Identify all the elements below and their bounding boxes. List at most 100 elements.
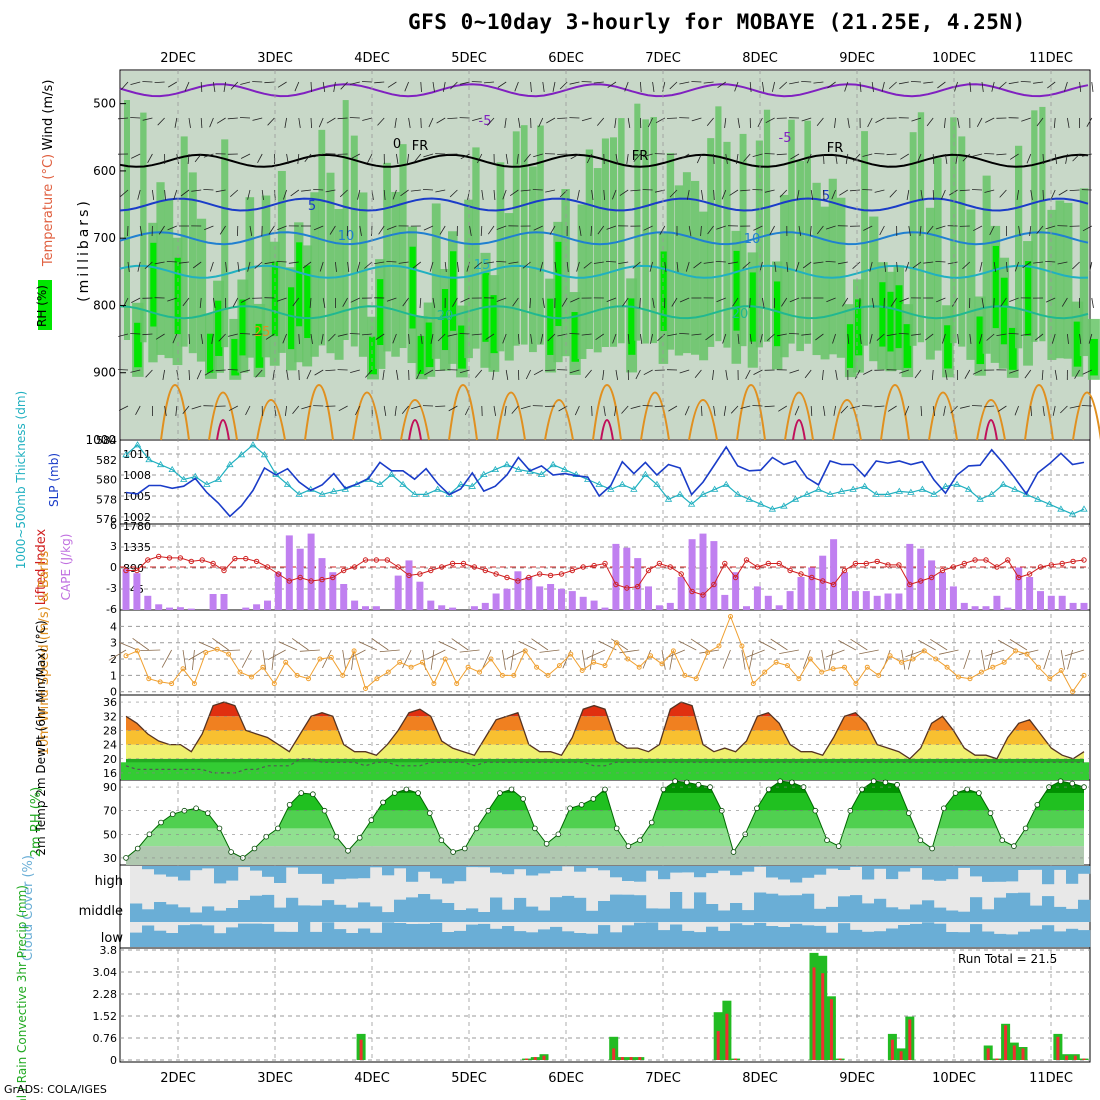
cloud-cell xyxy=(166,933,179,947)
thickness-marker xyxy=(641,470,650,477)
thickness-marker xyxy=(283,480,292,487)
cloud-cell xyxy=(982,931,995,947)
wind10-marker xyxy=(625,656,631,662)
wind-barb xyxy=(729,189,739,196)
wind-barb xyxy=(676,261,679,272)
cape-bar xyxy=(949,586,957,610)
rh-marker xyxy=(835,843,842,849)
cape-bar xyxy=(220,594,228,610)
cloud-cell xyxy=(490,928,503,947)
wind-barb xyxy=(849,189,861,192)
wind-barb xyxy=(723,405,727,416)
li-marker xyxy=(384,557,390,563)
cape-bar xyxy=(318,558,326,610)
rh-marker xyxy=(1011,843,1017,849)
rh-band-moist xyxy=(271,261,279,337)
rh-band-moist xyxy=(255,323,264,368)
cloud-cell xyxy=(670,866,683,873)
wind-barb xyxy=(176,369,179,380)
wind-barb xyxy=(944,117,946,129)
wind-barb xyxy=(187,153,190,165)
wind-barb xyxy=(430,333,434,344)
cloud-cell xyxy=(166,904,179,922)
p7-ylabel: Cloud Cover (%) xyxy=(21,855,36,961)
rh-band-moist xyxy=(628,298,636,355)
li-marker xyxy=(1016,574,1022,581)
rh-marker xyxy=(275,825,281,832)
wind-barb xyxy=(1034,333,1044,341)
wind-barb xyxy=(834,117,836,128)
wind-barb xyxy=(502,189,507,200)
wind-barb xyxy=(174,117,178,128)
wind-barb xyxy=(979,261,983,272)
cloud-cell xyxy=(466,908,479,922)
cape-bar xyxy=(655,605,663,610)
wind-barb xyxy=(386,261,397,263)
wind10-marker xyxy=(545,672,551,678)
li-marker xyxy=(221,567,227,574)
cloud-cell xyxy=(202,866,215,869)
wind-barb xyxy=(790,153,800,160)
thickness-marker xyxy=(122,451,130,458)
cloud-cell xyxy=(658,930,671,947)
wind-barb xyxy=(667,333,678,337)
cape-bar xyxy=(525,577,533,610)
wind-barb xyxy=(184,81,190,92)
rh-marker xyxy=(754,805,760,812)
li-marker xyxy=(493,571,499,577)
wind-barb xyxy=(204,369,214,376)
p2-left-tick-3: 582 xyxy=(96,454,117,467)
date-label-bottom-6: 8DEC xyxy=(742,1071,778,1086)
p5-tick-4: 32 xyxy=(103,710,117,723)
cape-bar xyxy=(939,572,946,610)
wind-barb xyxy=(374,261,385,264)
panel-frame-3 xyxy=(119,609,1091,696)
wind-barb xyxy=(471,81,482,83)
rh-band xyxy=(691,180,700,355)
rh-marker xyxy=(169,811,176,817)
wind-barb xyxy=(362,117,373,121)
cloud-cell xyxy=(874,866,887,869)
cape-bar xyxy=(753,586,761,610)
wind10-marker xyxy=(728,614,733,619)
rh-marker xyxy=(940,805,947,812)
wind-barb xyxy=(232,297,239,307)
rh-band xyxy=(350,135,358,347)
wind-barb xyxy=(757,117,763,128)
cloud-cell xyxy=(922,922,935,947)
wind-barb xyxy=(240,81,251,85)
wind-barb xyxy=(802,261,812,269)
wind-barb xyxy=(118,333,129,337)
p5-tick-3: 28 xyxy=(103,724,117,737)
wind-barb xyxy=(435,405,446,407)
wind10-marker xyxy=(796,676,802,682)
wind-barb-10m xyxy=(278,641,298,651)
wind-barb xyxy=(899,297,909,303)
wind-barb xyxy=(313,189,324,191)
wind-barb xyxy=(715,261,726,263)
wind-barb xyxy=(428,117,434,128)
wind10-marker xyxy=(226,651,232,657)
isotherm-label-5: FR xyxy=(827,141,844,156)
li-marker xyxy=(188,558,195,565)
rh-marker xyxy=(146,831,153,838)
wind-barb xyxy=(264,261,275,265)
wind-barb xyxy=(935,225,946,230)
wind-barb xyxy=(309,297,312,309)
cloud-cell xyxy=(466,866,479,868)
cape-bar xyxy=(187,608,195,610)
wind-barb xyxy=(798,225,802,236)
wind-barb xyxy=(1091,81,1094,92)
wind-barb-10m xyxy=(161,649,172,668)
cape-bar xyxy=(764,595,772,610)
wind-barb xyxy=(460,297,470,303)
wind-barb xyxy=(459,81,470,85)
cape-bar xyxy=(470,606,478,610)
wind-barb xyxy=(737,333,740,345)
precip-conv-bar xyxy=(1021,1048,1025,1060)
cloud-cell xyxy=(238,923,251,947)
warm-plume xyxy=(544,399,574,441)
wind-barb xyxy=(566,261,569,272)
wind-barb xyxy=(314,369,324,376)
wind-barb xyxy=(292,405,300,414)
